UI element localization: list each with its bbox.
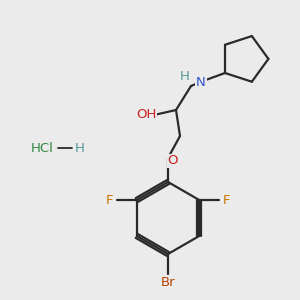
- Text: H: H: [75, 142, 85, 154]
- Text: N: N: [196, 76, 206, 89]
- Text: HCl: HCl: [31, 142, 53, 154]
- Text: F: F: [222, 194, 230, 206]
- Text: OH: OH: [136, 109, 156, 122]
- Text: O: O: [168, 154, 178, 167]
- Text: F: F: [106, 194, 114, 206]
- Text: Br: Br: [161, 275, 175, 289]
- Text: H: H: [180, 70, 190, 83]
